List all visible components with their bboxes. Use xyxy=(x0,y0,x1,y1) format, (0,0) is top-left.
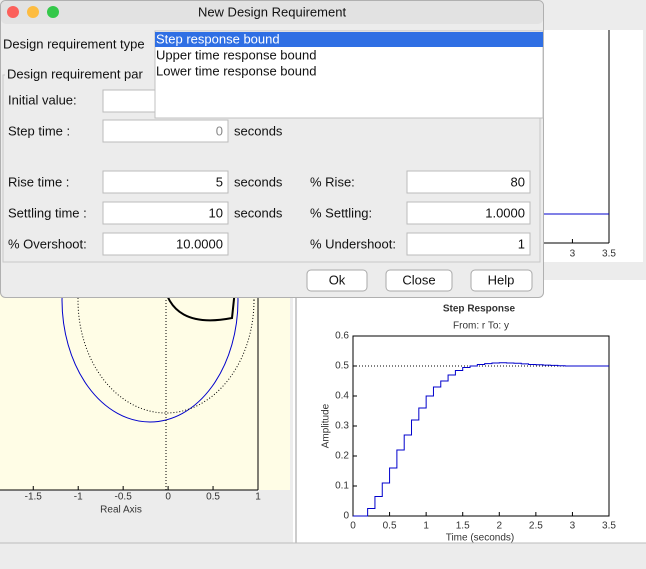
y-tick-label: 0 xyxy=(343,511,349,522)
undershoot-field[interactable] xyxy=(406,232,531,256)
field-label: % Undershoot: xyxy=(310,236,396,251)
field-value: 1 xyxy=(518,236,525,251)
x-tick-label: 1 xyxy=(255,492,261,503)
x-tick-label: 2 xyxy=(497,521,503,532)
top-plot xyxy=(543,30,610,244)
field-label: % Overshoot: xyxy=(8,236,87,251)
x-tick-label: 0 xyxy=(165,492,171,503)
x-tick-label: 3 xyxy=(570,521,576,532)
group-title: Design requirement par xyxy=(7,66,144,81)
title-bar xyxy=(1,1,543,24)
overshoot-field[interactable] xyxy=(102,232,229,256)
close-button[interactable] xyxy=(385,269,453,292)
x-axis-label: Real Axis xyxy=(100,505,142,516)
y-tick-label: 0.3 xyxy=(335,421,349,432)
x-tick-label: 0.5 xyxy=(206,492,220,503)
window-title: New Design Requirement xyxy=(198,4,347,19)
x-tick-label: 3 xyxy=(570,249,576,260)
button-label[interactable]: Close xyxy=(402,272,435,287)
x-tick-label: -1 xyxy=(74,492,83,503)
x-tick-label: 0 xyxy=(350,521,356,532)
close-dot[interactable] xyxy=(7,6,19,18)
field-value: 5 xyxy=(216,174,223,189)
settling-field[interactable] xyxy=(406,201,531,225)
help-button[interactable] xyxy=(470,269,533,292)
zoom-dot[interactable] xyxy=(47,6,59,18)
y-tick-label: 0.6 xyxy=(335,331,349,342)
field-value: 10 xyxy=(209,205,223,220)
unit: seconds xyxy=(234,205,283,220)
dropdown-option[interactable]: Lower time response bound xyxy=(156,63,316,78)
rise-time-field[interactable] xyxy=(102,170,229,194)
root-locus-area xyxy=(0,280,290,490)
ok-button[interactable] xyxy=(306,269,368,292)
field-value: 10.0000 xyxy=(176,236,223,251)
field-value: 80 xyxy=(511,174,525,189)
selected-option-bg xyxy=(155,32,543,47)
step-time-field[interactable] xyxy=(102,119,229,143)
dialog: New Design Requirement Design requiremen… xyxy=(0,0,544,298)
x-axis-label: Time (seconds) xyxy=(446,533,515,544)
dropdown-option[interactable]: Upper time response bound xyxy=(156,47,316,62)
x-tick-label: 3.5 xyxy=(602,521,616,532)
x-tick-label: -0.5 xyxy=(115,492,133,503)
unit: seconds xyxy=(234,123,283,138)
field-value: 1.0000 xyxy=(485,205,525,220)
y-axis-label: Amplitude xyxy=(321,403,332,448)
plot-title: Step Response xyxy=(443,304,516,315)
field-label: Step time : xyxy=(8,123,70,138)
y-tick-label: 0.4 xyxy=(335,391,349,402)
x-tick-label: 3.5 xyxy=(602,249,616,260)
field-label: Rise time : xyxy=(8,174,69,189)
field-value: 0 xyxy=(216,123,223,138)
x-tick-label: -1.5 xyxy=(25,492,43,503)
rise-field[interactable] xyxy=(406,170,531,194)
unit: seconds xyxy=(234,174,283,189)
field-label: Settling time : xyxy=(8,205,87,220)
minimize-dot[interactable] xyxy=(27,6,39,18)
field-label: % Rise: xyxy=(310,174,355,189)
y-tick-label: 0.1 xyxy=(335,481,349,492)
x-tick-label: 1 xyxy=(423,521,429,532)
y-tick-label: 0.5 xyxy=(335,361,349,372)
button-label[interactable]: Ok xyxy=(329,272,346,287)
x-tick-label: 1.5 xyxy=(456,521,470,532)
plot-subtitle: From: r To: y xyxy=(453,321,509,332)
top-panel xyxy=(543,30,643,262)
type-label: Design requirement type xyxy=(3,36,145,51)
field-label: Initial value: xyxy=(8,92,77,107)
group-title-bg xyxy=(5,67,155,81)
settling-time-field[interactable] xyxy=(102,201,229,225)
x-tick-label: 0.5 xyxy=(383,521,397,532)
dropdown-option[interactable]: Step response bound xyxy=(156,31,280,46)
field-label: % Settling: xyxy=(310,205,372,220)
step-line xyxy=(353,362,609,517)
button-label[interactable]: Help xyxy=(488,272,515,287)
step-plot: Step Response From: r To: y Amplitude Ti… xyxy=(321,304,617,544)
x-tick-label: 2.5 xyxy=(529,521,543,532)
step-panel xyxy=(293,280,646,543)
y-tick-label: 0.2 xyxy=(335,451,349,462)
